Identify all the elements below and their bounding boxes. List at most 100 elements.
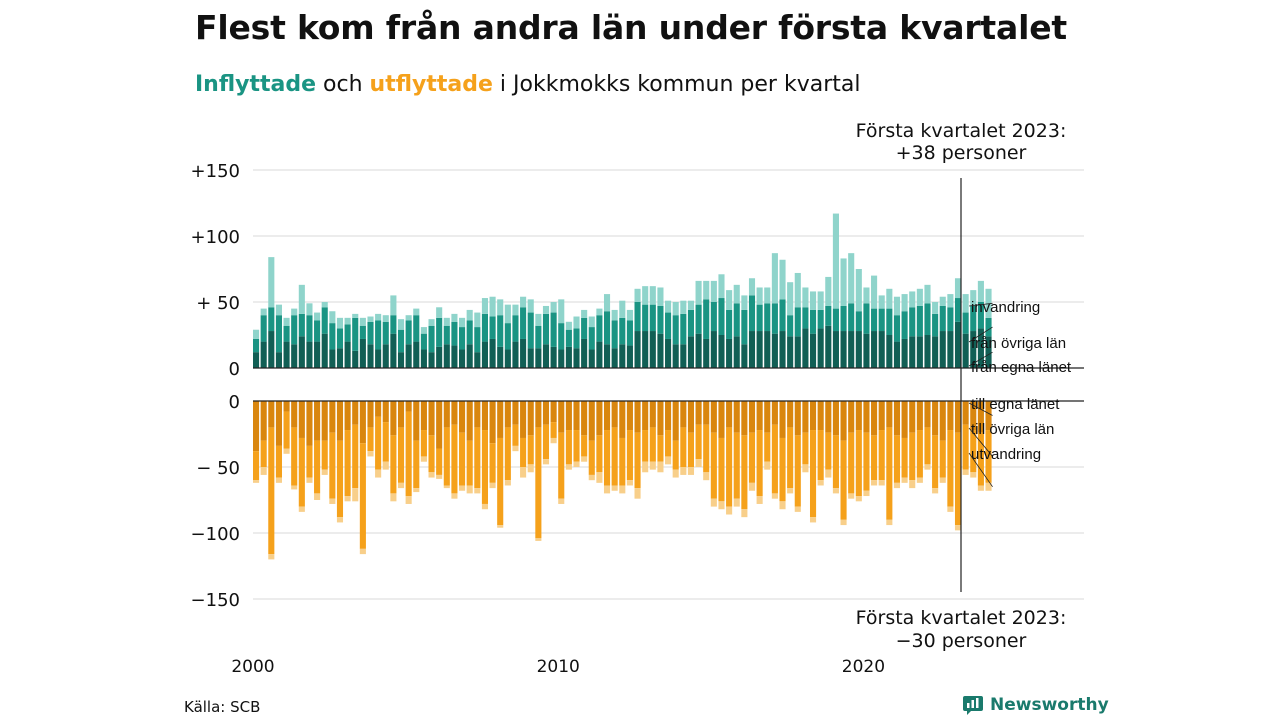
bar-in-segment [321, 307, 328, 334]
bar-in-segment [520, 338, 527, 368]
bar-out-segment [863, 432, 870, 491]
bar-in-segment [481, 298, 488, 314]
bar-in-segment [825, 305, 832, 326]
bar-out-segment [512, 401, 519, 425]
bar-in-segment [985, 317, 992, 337]
bar-out-segment [466, 485, 473, 494]
bar-out-segment [787, 427, 794, 489]
bar-in-segment [962, 312, 969, 334]
bar-in-segment [413, 315, 420, 342]
bar-out-segment [588, 474, 595, 481]
bar-in-segment [428, 325, 435, 353]
bar-out-segment [306, 401, 313, 446]
bar-out-segment [878, 480, 885, 486]
bar-in-segment [672, 315, 679, 345]
bar-in-segment [253, 352, 260, 368]
bar-out-segment [649, 427, 656, 462]
bar-out-segment [642, 401, 649, 431]
bar-in-segment [893, 296, 901, 316]
bar-in-segment [382, 315, 389, 322]
bar-out-segment [680, 401, 687, 428]
bar-in-segment [466, 344, 473, 368]
bar-out-segment [436, 401, 443, 449]
bar-out-segment [329, 432, 336, 499]
bar-out-segment [687, 467, 695, 475]
bar-in-segment [489, 296, 496, 317]
bar-in-segment [344, 341, 351, 368]
bar-out-segment [886, 401, 893, 428]
bar-in-segment [512, 315, 519, 342]
bar-out-segment [611, 485, 618, 491]
bar-in-segment [535, 313, 542, 326]
bar-in-segment [848, 331, 855, 368]
bar-out-segment [581, 456, 588, 462]
bar-in-segment [863, 287, 870, 304]
bar-in-segment [779, 331, 786, 368]
bar-out-segment [420, 456, 427, 462]
bar-in-segment [893, 315, 901, 342]
bar-in-segment [314, 341, 321, 368]
bar-out-segment [748, 432, 756, 483]
bar-in-segment [420, 333, 427, 350]
bar-in-segment [504, 304, 511, 324]
bar-in-segment [542, 313, 550, 345]
series-label-leader [968, 452, 993, 488]
bar-in-segment [748, 331, 756, 368]
bar-out-segment [779, 501, 786, 510]
bar-in-segment [665, 338, 672, 368]
bar-in-segment [916, 288, 923, 306]
bar-out-segment [451, 424, 458, 494]
bar-in-segment [596, 315, 603, 342]
bar-in-segment [825, 325, 832, 368]
bar-in-segment [726, 290, 733, 310]
bottom-annotation-line2: −30 personer [896, 630, 1027, 652]
bar-out-segment [802, 432, 809, 465]
bar-in-segment [817, 309, 824, 329]
bar-out-segment [420, 430, 427, 457]
bar-out-segment [909, 401, 916, 433]
bar-out-segment [397, 482, 405, 489]
bar-out-segment [314, 493, 321, 500]
bar-in-segment [596, 341, 603, 368]
bar-out-segment [588, 401, 595, 441]
bar-out-segment [832, 488, 839, 494]
bar-in-segment [405, 344, 412, 368]
bar-out-segment [420, 401, 427, 431]
bar-out-segment [764, 401, 771, 433]
bar-out-segment [665, 456, 672, 465]
bar-out-segment [344, 401, 351, 431]
bar-out-segment [825, 469, 832, 478]
bar-in-segment [588, 327, 595, 350]
bar-out-segment [489, 401, 496, 444]
bar-out-segment [581, 401, 588, 436]
bar-in-segment [863, 303, 870, 334]
bar-out-segment [253, 480, 260, 483]
bar-out-segment [970, 472, 977, 478]
bar-in-segment [771, 303, 778, 334]
bar-out-segment [863, 401, 870, 433]
bar-in-segment [657, 305, 664, 334]
y-tick-label-top: +150 [191, 161, 240, 182]
bar-in-segment [924, 303, 931, 335]
bar-out-segment [947, 401, 954, 431]
bar-out-segment [840, 401, 847, 441]
bar-in-segment [558, 323, 565, 350]
bar-in-segment [878, 295, 885, 309]
bar-in-segment [939, 331, 946, 368]
bar-in-segment [405, 320, 412, 345]
bar-out-segment [680, 467, 687, 475]
bar-in-segment [466, 320, 473, 345]
bar-out-segment [504, 480, 511, 486]
bar-in-segment [855, 311, 862, 332]
bar-in-segment [291, 308, 298, 316]
bar-out-segment [794, 401, 801, 436]
bar-in-segment [787, 336, 794, 368]
bar-in-segment [329, 311, 336, 324]
x-tick-label: 2000 [231, 657, 274, 677]
bar-out-segment [787, 488, 794, 494]
bar-out-segment [520, 401, 527, 438]
bar-out-segment [970, 401, 977, 431]
bar-in-segment [489, 316, 496, 339]
bar-in-segment [886, 308, 893, 335]
bar-in-segment [687, 336, 695, 368]
